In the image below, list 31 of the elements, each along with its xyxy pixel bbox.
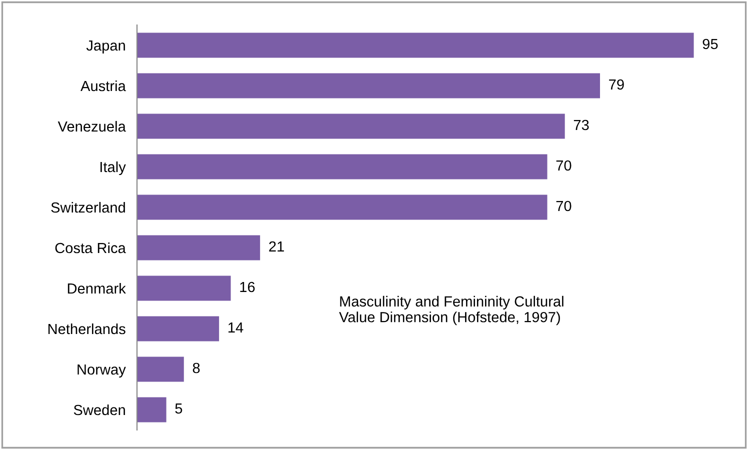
y-tick-label: Venezuela [58,120,126,132]
annotation: Masculinity and Femininity Cultural Value Dimension (Hofstede, 1997) [339,296,564,326]
data-label: 79 [609,79,624,90]
y-tick-label: Denmark [68,282,126,294]
data-label: 8 [192,362,200,374]
y-tick-label: Netherlands [48,323,126,334]
bar [137,32,694,58]
data-label: 95 [702,38,718,50]
y-tick-label: Sweden [74,404,125,416]
bar [137,154,548,180]
bar [137,397,166,422]
y-tick-label: Austria [80,80,126,92]
data-label: 16 [240,282,255,292]
y-tick-label: Norway [78,364,126,378]
y-tick-label: Italy [100,161,126,176]
data-label: 14 [228,322,244,333]
bar [137,356,184,382]
data-label: 70 [556,200,572,212]
data-label: 70 [556,160,572,171]
y-tick-label: Japan [86,40,125,54]
y-tick-label: Switzerland [51,202,125,213]
data-label: 5 [175,403,182,414]
bar [137,316,220,342]
bar [137,194,548,220]
bar [137,276,231,301]
bar [137,114,565,139]
bar [137,73,600,98]
y-tick-label: Costa Rica [55,242,126,254]
data-label: 21 [269,241,284,252]
bar [137,235,260,260]
data-label: 73 [574,120,589,130]
